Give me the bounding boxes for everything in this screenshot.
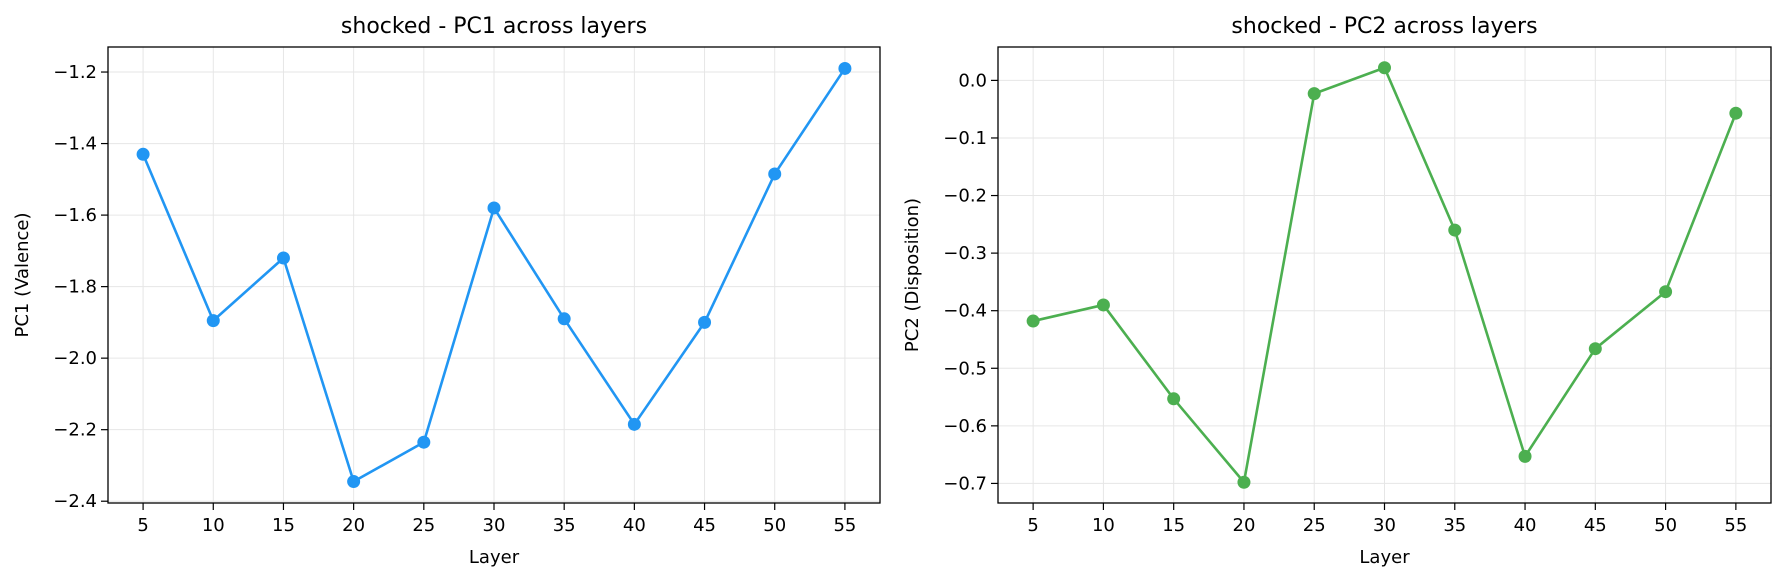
plot-frame (107, 46, 881, 504)
data-point (1167, 392, 1181, 406)
y-tick-label: −0.4 (943, 301, 987, 322)
y-tick-label: −0.3 (943, 243, 987, 264)
x-tick-label: 35 (1443, 515, 1466, 536)
data-point (557, 312, 571, 326)
grid (998, 47, 1771, 503)
data-point (1237, 475, 1251, 489)
data-point (698, 315, 712, 329)
x-tick-label: 35 (553, 515, 576, 536)
data-point (1729, 106, 1743, 120)
x-tick-label: 55 (833, 515, 856, 536)
y-tick-label: −0.7 (943, 473, 987, 494)
y-tick-label: −2.0 (53, 348, 97, 369)
y-tick-label: −0.1 (943, 128, 987, 149)
x-axis-label: Layer (469, 547, 520, 568)
y-tick-label: −0.5 (943, 358, 987, 379)
data-point (206, 314, 220, 328)
x-tick-label: 40 (1514, 515, 1537, 536)
x-tick-label: 10 (202, 515, 225, 536)
x-tick-label: 40 (623, 515, 646, 536)
plot-frame (997, 46, 1772, 504)
data-point (136, 147, 150, 161)
x-axis-label: Layer (1359, 547, 1410, 568)
data-point (417, 435, 431, 449)
pc2-chart: shocked - PC2 across layers Layer PC2 (D… (902, 14, 1772, 568)
data-point (1307, 87, 1321, 101)
y-tick-label: −1.2 (53, 62, 97, 83)
x-tick-label: 25 (1303, 515, 1326, 536)
y-tick-label: −1.8 (53, 277, 97, 298)
data-point (1026, 314, 1040, 328)
x-tick-label: 50 (1654, 515, 1677, 536)
x-tick-label: 30 (1373, 515, 1396, 536)
x-tick-label: 15 (1162, 515, 1185, 536)
x-tick-label: 15 (272, 515, 295, 536)
data-point (627, 417, 641, 431)
x-tick-label: 30 (483, 515, 506, 536)
x-tick-label: 20 (342, 515, 365, 536)
data-point (1659, 285, 1673, 299)
data-point (276, 251, 290, 265)
y-axis-label: PC1 (Valence) (12, 212, 33, 337)
y-tick-label: −1.4 (53, 134, 97, 155)
x-tick-label: 50 (763, 515, 786, 536)
y-tick-label: −2.2 (53, 420, 97, 441)
y-tick-label: −2.4 (53, 491, 97, 512)
x-tick-label: 20 (1233, 515, 1256, 536)
x-tick-label: 5 (1027, 515, 1038, 536)
y-tick-label: −0.2 (943, 186, 987, 207)
x-tick-label: 55 (1724, 515, 1747, 536)
y-tick-label: 0.0 (958, 70, 987, 91)
y-tick-label: −0.6 (943, 416, 987, 437)
data-point (487, 201, 501, 215)
data-point (1588, 342, 1602, 356)
data-point (1448, 223, 1462, 237)
x-tick-label: 5 (137, 515, 148, 536)
x-tick-label: 45 (1584, 515, 1607, 536)
y-axis-label: PC2 (Disposition) (902, 198, 923, 352)
x-tick-label: 45 (693, 515, 716, 536)
chart-title: shocked - PC1 across layers (341, 14, 647, 39)
x-tick-label: 25 (412, 515, 435, 536)
x-tick-label: 10 (1092, 515, 1115, 536)
data-point (768, 167, 782, 181)
pc1-chart: shocked - PC1 across layers Layer PC1 (V… (12, 14, 881, 568)
grid (108, 47, 880, 503)
data-point (347, 475, 361, 489)
y-tick-label: −1.6 (53, 205, 97, 226)
data-point (1378, 61, 1391, 75)
data-point (1096, 298, 1110, 312)
data-point (838, 61, 852, 75)
chart-title: shocked - PC2 across layers (1231, 14, 1537, 39)
data-point (1518, 449, 1532, 463)
